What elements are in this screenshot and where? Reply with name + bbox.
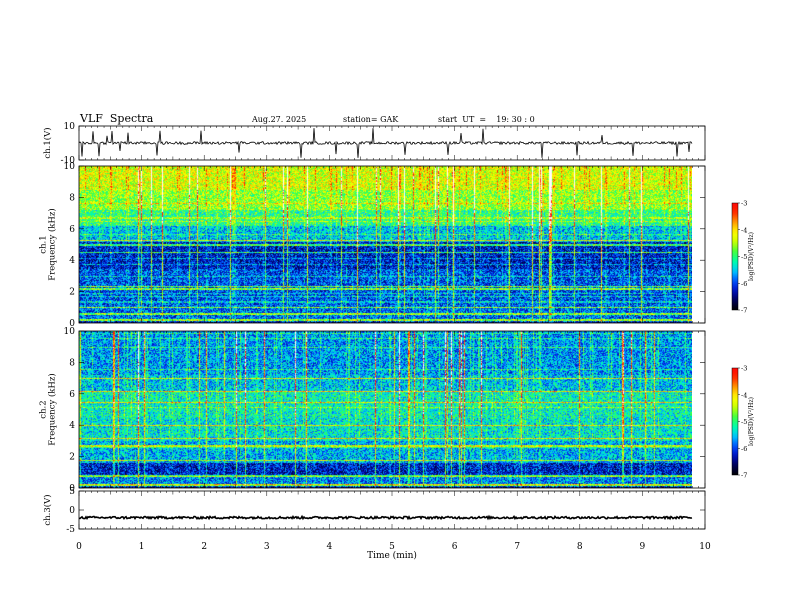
ch1-waveform-line [78, 128, 693, 158]
ch2-colorbar-tick-label: -6 [741, 445, 747, 453]
ch3-waveform-y-tick-label: 0 [69, 506, 75, 516]
ch2-spectrogram-y-tick-label: 6 [69, 390, 75, 400]
ch1-waveform-frame [78, 125, 706, 161]
ch2-colorbar-bar [731, 367, 739, 476]
x-tick-label: 6 [452, 542, 458, 552]
station-label: station= GAK [343, 115, 399, 124]
ch1-spectrogram-y-tick-label: 4 [69, 256, 75, 266]
ch3-waveform-frame [78, 490, 706, 530]
date-label: Aug.27. 2025 [252, 115, 307, 124]
x-tick-label: 8 [577, 542, 583, 552]
ch1-colorbar-tick-label: -5 [741, 253, 747, 261]
ch2-spectrogram-y-label: ch.2 [39, 400, 49, 418]
x-tick-label: 9 [640, 542, 646, 552]
ch1-spectrogram-y-tick-label: 2 [69, 288, 75, 298]
ch2-colorbar-tick-label: -4 [741, 391, 747, 399]
ch1-waveform-y-tick-label: 10 [64, 122, 76, 132]
ch2-spectrogram-y-label: Frequency (kHz) [47, 373, 58, 445]
ch2-spectrogram-image [79, 331, 692, 488]
ch2-spectrogram-y-tick-label: 8 [69, 358, 75, 368]
ch1-spectrogram-y-label: Frequency (kHz) [47, 208, 58, 280]
start-ut-label: start UT = 19: 30 : 0 [438, 115, 535, 124]
ch1-colorbar-tick-label: -3 [741, 200, 747, 208]
ch1-colorbar-label: log(PSD)(V²/Hz) [748, 232, 755, 281]
ch1-waveform-y-label: ch.1(V) [42, 127, 53, 158]
ch1-spectrogram-y-tick-label: 8 [69, 193, 75, 203]
ch3-waveform-line [78, 514, 693, 521]
x-tick-label: 10 [699, 542, 711, 552]
ch1-colorbar-tick-label: -7 [741, 307, 747, 315]
x-axis-label: Time (min) [367, 550, 417, 561]
ch2-spectrogram-y-tick-label: 4 [69, 421, 75, 431]
ch1-colorbar-tick-label: -6 [741, 280, 747, 288]
ch2-spectrogram-y-tick-label: 0 [69, 484, 75, 494]
ch1-spectrogram-y-tick-label: 0 [69, 319, 75, 329]
ch1-spectrogram-y-label: ch.1 [39, 235, 49, 253]
ch1-colorbar-tick-label: -4 [741, 226, 747, 234]
ch3-waveform-y-tick-label: -5 [66, 525, 75, 535]
ch2-colorbar-tick-label: -3 [741, 365, 747, 373]
ch3-waveform-y-label: ch.3(V) [42, 494, 53, 525]
ch1-spectrogram-y-tick-label: 10 [64, 162, 76, 172]
ch2-spectrogram-y-tick-label: 2 [69, 453, 75, 463]
x-tick-label: 7 [514, 542, 520, 552]
ch2-colorbar-label: log(PSD)(V²/Hz) [748, 397, 755, 446]
ch2-colorbar-tick-label: -5 [741, 418, 747, 426]
ch1-spectrogram-y-tick-label: 6 [69, 225, 75, 235]
x-tick-label: 2 [201, 542, 207, 552]
ch2-spectrogram-y-tick-label: 10 [64, 327, 76, 337]
x-tick-label: 4 [327, 542, 333, 552]
figure-title: VLF Spectra [80, 112, 154, 125]
x-tick-label: 3 [264, 542, 270, 552]
ch2-colorbar-tick-label: -7 [741, 472, 747, 480]
x-tick-label: 1 [139, 542, 145, 552]
x-tick-label: 5 [389, 542, 395, 552]
ch1-spectrogram-image [79, 166, 692, 323]
ch1-waveform-y-tick-label: -10 [61, 156, 76, 166]
ch1-colorbar-bar [731, 202, 739, 311]
ch3-waveform-y-tick-label: 5 [69, 487, 75, 497]
x-tick-label: 0 [76, 542, 82, 552]
